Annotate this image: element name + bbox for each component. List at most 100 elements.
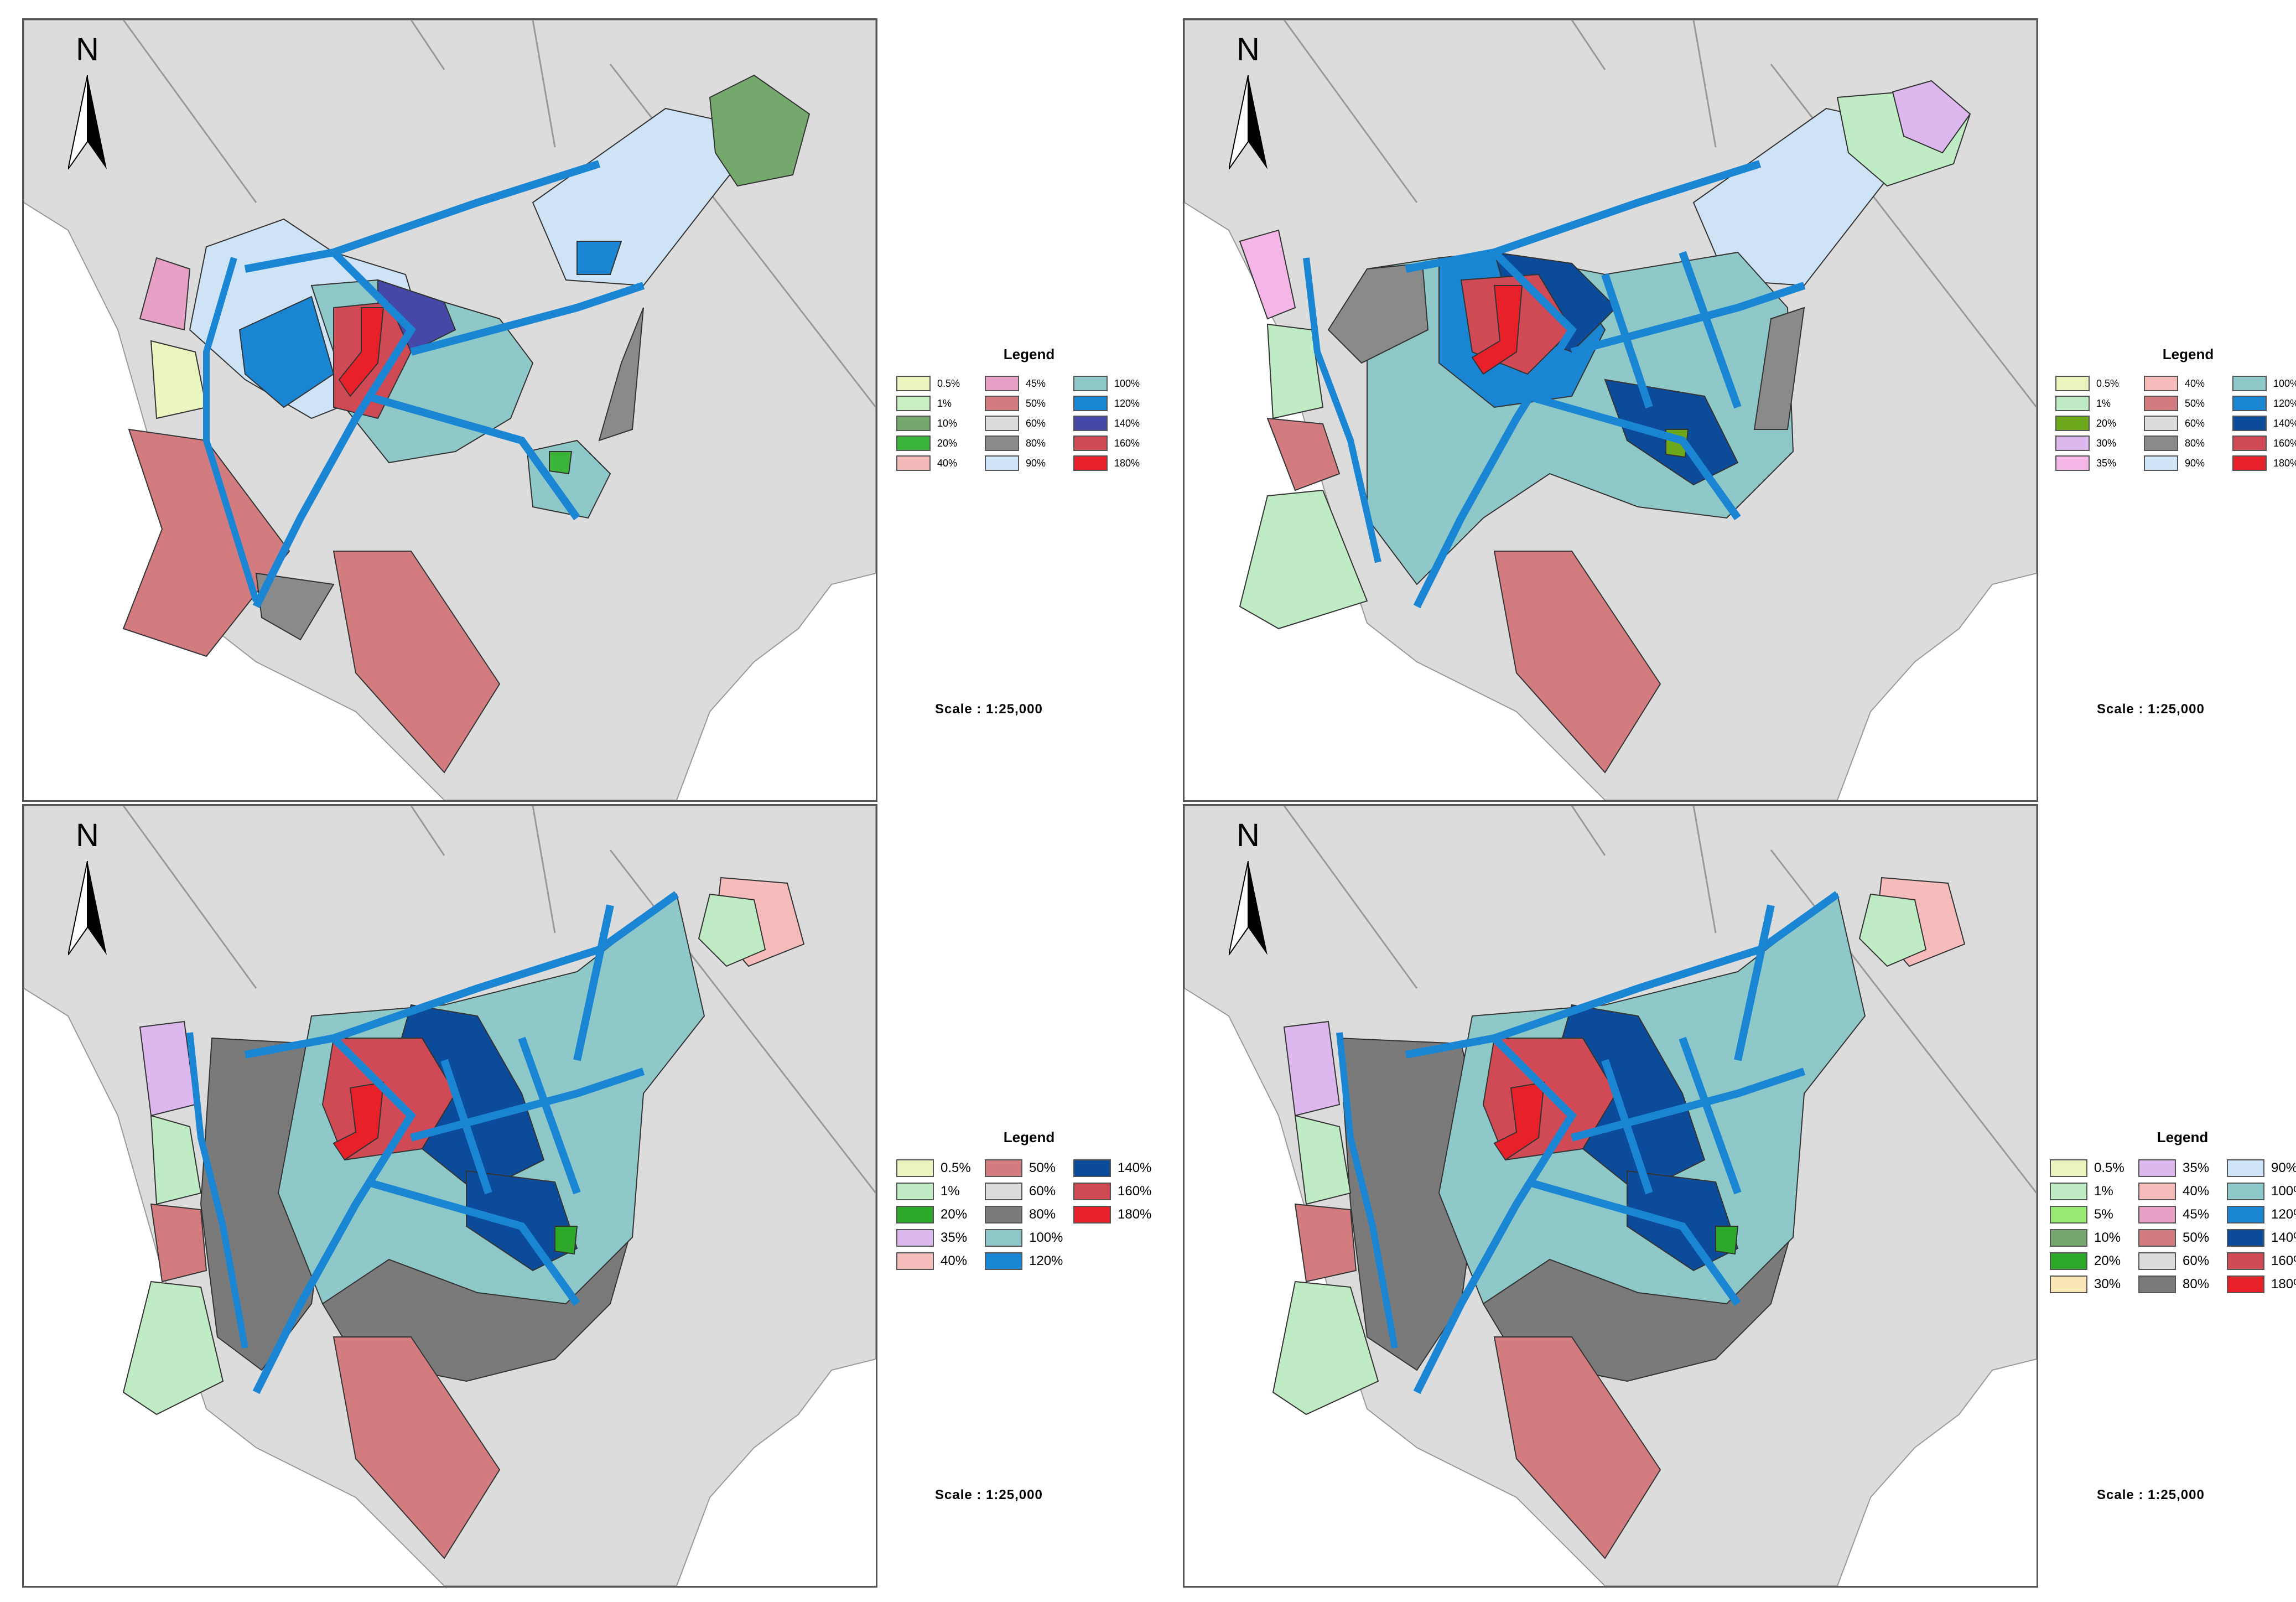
north-arrow-icon: [1229, 861, 1268, 955]
legend-item: 20%: [896, 435, 979, 452]
legend-swatch: [896, 436, 931, 451]
legend-swatch: [985, 1159, 1022, 1177]
legend-label: 20%: [937, 437, 958, 449]
legend-label: 30%: [2096, 437, 2117, 449]
legend-swatch: [2227, 1276, 2264, 1293]
legend-swatch: [985, 416, 1019, 431]
legend-label: 120%: [1029, 1253, 1063, 1268]
legend-label: 80%: [2183, 1277, 2210, 1292]
legend-item: 80%: [2138, 1274, 2221, 1294]
legend-label: 20%: [2096, 417, 2117, 429]
legend-1: Legend 0.5% 1% 10% 20% 40% 45% 50% 60% 80% 90% 100…: [896, 346, 1162, 471]
map-panel-4[interactable]: N: [1183, 804, 2038, 1588]
legend-label: 50%: [2185, 397, 2205, 409]
legend-swatch: [2055, 455, 2090, 471]
legend-swatch: [2232, 436, 2267, 451]
legend-item: 0.5%: [2055, 375, 2138, 392]
legend-4: Legend 0.5% 1% 5% 10% 20% 30% 35% 40% 45% 50% 60% 8…: [2050, 1129, 2296, 1294]
legend-2: Legend 0.5% 1% 20% 30% 35% 40% 50% 60% 80% 90% 100…: [2055, 346, 2296, 471]
legend-label: 100%: [2273, 377, 2296, 389]
legend-label: 0.5%: [937, 377, 960, 389]
legend-item: 120%: [2232, 395, 2296, 412]
legend-swatch: [896, 1159, 934, 1177]
legend-item: 10%: [896, 415, 979, 432]
legend-swatch: [985, 1229, 1022, 1247]
legend-label: 35%: [941, 1230, 968, 1245]
legend-item: 50%: [985, 395, 1068, 412]
legend-swatch: [2232, 455, 2267, 471]
legend-label: 160%: [1118, 1184, 1152, 1199]
legend-item: 1%: [2050, 1181, 2133, 1201]
legend-label: 1%: [2094, 1184, 2113, 1199]
legend-title: Legend: [1003, 346, 1055, 362]
legend-title: Legend: [2157, 1129, 2209, 1145]
legend-swatch: [2055, 436, 2090, 451]
legend-label: 90%: [1026, 457, 1046, 469]
north-label: N: [1237, 32, 1260, 68]
legend-label: 45%: [2183, 1207, 2210, 1222]
legend-item: 60%: [2144, 415, 2227, 432]
legend-label: 80%: [2185, 437, 2205, 449]
legend-swatch: [2138, 1206, 2176, 1223]
legend-item: 100%: [985, 1228, 1068, 1248]
legend-item: 1%: [2055, 395, 2138, 412]
legend-label: 160%: [2271, 1253, 2296, 1268]
north-arrow: N: [1218, 817, 1279, 955]
legend-label: 140%: [2271, 1230, 2296, 1245]
legend-item: 20%: [2055, 415, 2138, 432]
legend-label: 120%: [2273, 397, 2296, 409]
legend-label: 180%: [1114, 457, 1140, 469]
legend-item: 180%: [2232, 455, 2296, 471]
legend-item: 5%: [2050, 1205, 2133, 1225]
legend-3: Legend 0.5% 1% 20% 35% 40% 50% 60% 80% 100% 120% 1…: [896, 1129, 1162, 1271]
legend-item: 50%: [2144, 395, 2227, 412]
legend-label: 140%: [1114, 417, 1140, 429]
legend-item: 35%: [2055, 455, 2138, 471]
legend-item: 40%: [896, 1251, 979, 1271]
map-canvas[interactable]: [1185, 806, 2037, 1586]
legend-swatch: [896, 1252, 934, 1270]
legend-label: 60%: [2183, 1253, 2210, 1268]
legend-swatch: [2050, 1229, 2087, 1247]
scale-label-1: Scale : 1:25,000: [935, 702, 1043, 717]
map-panel-2[interactable]: N: [1183, 18, 2038, 802]
legend-swatch: [985, 1206, 1022, 1223]
map-canvas[interactable]: [24, 806, 876, 1586]
legend-label: 10%: [937, 417, 958, 429]
legend-item: 0.5%: [896, 1158, 979, 1178]
north-arrow-icon: [68, 75, 107, 169]
legend-item: 100%: [2232, 375, 2296, 392]
legend-swatch: [2138, 1229, 2176, 1247]
north-arrow: N: [57, 817, 118, 955]
legend-swatch: [896, 455, 931, 471]
legend-label: 50%: [1026, 397, 1046, 409]
legend-item: 0.5%: [896, 375, 979, 392]
legend-item: 60%: [2138, 1251, 2221, 1271]
legend-swatch: [2050, 1206, 2087, 1223]
legend-swatch: [985, 455, 1019, 471]
legend-item: 45%: [985, 375, 1068, 392]
map-panel-3[interactable]: N: [22, 804, 877, 1588]
legend-label: 40%: [941, 1253, 968, 1268]
scale-label-4: Scale : 1:25,000: [2097, 1487, 2205, 1502]
legend-item: 90%: [985, 455, 1068, 471]
map-canvas[interactable]: [24, 20, 876, 800]
legend-swatch: [2232, 396, 2267, 411]
legend-item: 20%: [2050, 1251, 2133, 1271]
north-arrow-icon: [68, 861, 107, 955]
legend-swatch: [985, 376, 1019, 391]
map-panel-1[interactable]: N: [22, 18, 877, 802]
legend-item: 180%: [2227, 1274, 2296, 1294]
legend-label: 180%: [2273, 457, 2296, 469]
legend-swatch: [2050, 1183, 2087, 1200]
legend-label: 140%: [1118, 1160, 1152, 1175]
map-canvas[interactable]: [1185, 20, 2037, 800]
legend-swatch: [985, 1252, 1022, 1270]
legend-grid: 0.5% 1% 20% 35% 40% 50% 60% 80% 100% 120% 140% 160%…: [896, 1158, 1162, 1271]
north-arrow: N: [1218, 31, 1279, 169]
legend-item: 160%: [1073, 435, 1156, 452]
north-arrow-icon: [1229, 75, 1268, 169]
legend-item: 80%: [985, 435, 1068, 452]
legend-swatch: [2232, 376, 2267, 391]
legend-swatch: [2050, 1159, 2087, 1177]
